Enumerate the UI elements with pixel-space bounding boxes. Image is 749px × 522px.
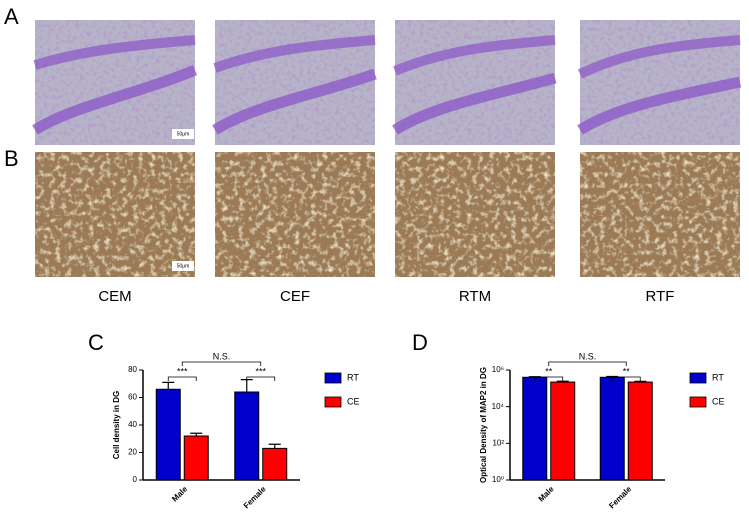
y-tick-label: 60 bbox=[128, 393, 137, 402]
bar bbox=[234, 391, 260, 481]
column-label: CEF bbox=[280, 288, 310, 305]
legend-swatch bbox=[689, 396, 707, 408]
error-bar bbox=[556, 380, 569, 383]
y-tick-label: 10⁶ bbox=[492, 365, 504, 374]
bar bbox=[262, 447, 288, 481]
scale-bar-label: 50μm bbox=[177, 131, 190, 137]
cell-layer bbox=[32, 64, 198, 135]
bracket bbox=[167, 376, 197, 381]
micrograph-b bbox=[215, 152, 375, 277]
cell-layer bbox=[33, 35, 196, 70]
annotation: N.S. bbox=[579, 351, 597, 361]
y-axis-label: Optical Density of MAP2 in DG bbox=[479, 367, 488, 483]
scale-bar-box bbox=[172, 261, 194, 271]
legend-label: CE bbox=[347, 396, 360, 406]
x-tick-label: Female bbox=[242, 484, 268, 510]
bracket bbox=[534, 376, 564, 381]
bar bbox=[522, 376, 548, 481]
cell-layer bbox=[212, 68, 377, 135]
x-tick-label: Female bbox=[607, 484, 633, 510]
y-tick-label: 20 bbox=[128, 448, 137, 457]
y-tick-label: 80 bbox=[128, 365, 137, 374]
x-tick-label: Male bbox=[537, 484, 556, 503]
legend-label: RT bbox=[347, 372, 359, 382]
cell-layer bbox=[213, 35, 376, 73]
x-tick-label: Male bbox=[170, 484, 189, 503]
bar bbox=[627, 381, 653, 481]
annotation: N.S. bbox=[213, 351, 231, 361]
y-tick-label: 10⁰ bbox=[492, 475, 504, 484]
cell-layer bbox=[577, 35, 741, 79]
error-bar bbox=[190, 432, 203, 436]
panel-label: B bbox=[4, 146, 19, 171]
error-bar bbox=[162, 381, 175, 390]
micrograph-b bbox=[580, 152, 740, 277]
bracket bbox=[181, 361, 262, 366]
legend-label: CE bbox=[712, 396, 725, 406]
column-label: RTF bbox=[646, 288, 675, 305]
legend-swatch bbox=[324, 372, 342, 384]
micrograph-b bbox=[395, 152, 555, 277]
cell-layer bbox=[577, 76, 742, 135]
bar bbox=[155, 388, 181, 481]
micrograph-b bbox=[35, 152, 195, 277]
bracket bbox=[246, 376, 276, 381]
bar bbox=[599, 376, 625, 481]
bar bbox=[550, 381, 576, 481]
panel-label: A bbox=[4, 4, 19, 29]
error-bar bbox=[268, 443, 281, 449]
cell-layer bbox=[393, 35, 556, 76]
column-label: CEM bbox=[98, 288, 131, 305]
bracket bbox=[548, 361, 627, 366]
annotation: ** bbox=[545, 366, 553, 376]
y-tick-label: 10⁴ bbox=[492, 402, 505, 411]
column-label: RTM bbox=[459, 288, 491, 305]
panel-label: C bbox=[88, 330, 104, 355]
scale-bar-box bbox=[172, 129, 194, 139]
legend-label: RT bbox=[712, 372, 724, 382]
panel-label: D bbox=[412, 330, 428, 355]
legend-swatch bbox=[324, 396, 342, 408]
bracket bbox=[611, 376, 641, 381]
annotation: ** bbox=[623, 366, 631, 376]
scale-bar-label: 50μm bbox=[177, 263, 190, 269]
y-axis-label: Cell density in DG bbox=[112, 391, 121, 459]
bar bbox=[183, 435, 209, 481]
y-tick-label: 40 bbox=[128, 420, 137, 429]
annotation: *** bbox=[255, 366, 266, 376]
annotation: *** bbox=[177, 366, 188, 376]
legend-swatch bbox=[689, 372, 707, 384]
y-tick-label: 0 bbox=[133, 475, 138, 484]
y-tick-label: 10² bbox=[492, 438, 504, 447]
error-bar bbox=[240, 379, 253, 392]
error-bar bbox=[634, 380, 647, 383]
cell-layer bbox=[392, 72, 557, 135]
